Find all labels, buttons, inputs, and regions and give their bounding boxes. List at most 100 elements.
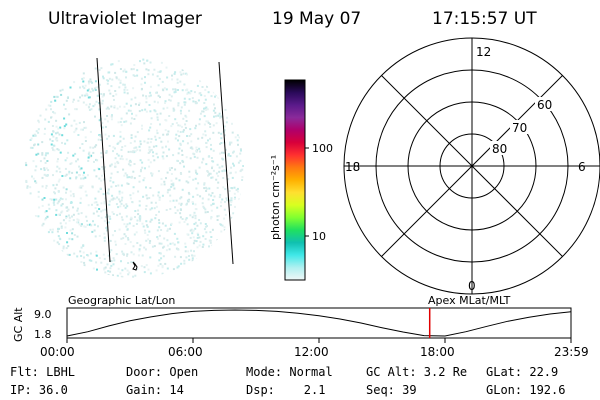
uv-pixel bbox=[105, 107, 108, 110]
uv-pixel bbox=[210, 236, 213, 238]
uv-pixel bbox=[161, 266, 164, 269]
uv-pixel bbox=[123, 233, 126, 236]
uv-pixel bbox=[54, 187, 57, 190]
colorbar: 100 10 photon cm⁻²s⁻¹ bbox=[269, 79, 333, 281]
uv-pixel bbox=[124, 172, 127, 175]
uv-pixel bbox=[210, 204, 213, 207]
uv-pixel bbox=[98, 68, 101, 71]
uv-pixel bbox=[218, 166, 221, 169]
uv-pixel bbox=[148, 129, 151, 132]
uv-pixel bbox=[203, 207, 206, 210]
uv-pixel bbox=[124, 235, 127, 238]
uv-pixel bbox=[153, 245, 156, 248]
uv-pixel bbox=[123, 68, 126, 71]
uv-pixel bbox=[207, 198, 210, 201]
uv-pixel bbox=[95, 158, 97, 161]
uv-pixel bbox=[170, 185, 173, 188]
uv-pixel bbox=[205, 186, 208, 189]
uv-pixel bbox=[74, 129, 77, 132]
uv-pixel bbox=[154, 138, 157, 141]
uv-pixel bbox=[235, 189, 238, 191]
uv-pixel bbox=[186, 142, 189, 145]
uv-pixel bbox=[122, 168, 125, 171]
uv-pixel bbox=[88, 88, 90, 91]
uv-pixel bbox=[172, 199, 175, 202]
uv-pixel bbox=[125, 225, 128, 228]
uv-pixel bbox=[221, 198, 224, 201]
uv-pixel bbox=[62, 219, 65, 222]
uv-pixel bbox=[187, 181, 190, 184]
uv-pixel bbox=[149, 91, 152, 94]
uv-pixel bbox=[105, 227, 108, 229]
status-gc-alt: GC Alt: 3.2 Re bbox=[366, 365, 467, 379]
uv-pixel bbox=[210, 217, 212, 220]
uv-pixel bbox=[86, 254, 89, 256]
uv-pixel bbox=[139, 149, 142, 152]
uv-pixel bbox=[106, 137, 109, 140]
uv-pixel bbox=[109, 176, 112, 179]
uv-pixel bbox=[219, 142, 222, 145]
uv-pixel bbox=[211, 192, 214, 195]
uv-pixel bbox=[195, 171, 197, 174]
uv-pixel bbox=[177, 241, 180, 244]
uv-pixel bbox=[174, 137, 177, 140]
uv-pixel bbox=[52, 135, 55, 138]
uv-pixel bbox=[109, 92, 112, 95]
uv-pixel bbox=[197, 233, 200, 236]
uv-pixel bbox=[81, 143, 84, 145]
mlt-label-6: 6 bbox=[578, 160, 586, 174]
uv-pixel bbox=[190, 133, 193, 136]
uv-pixel bbox=[212, 109, 215, 112]
uv-pixel bbox=[87, 105, 90, 108]
uv-pixel bbox=[109, 164, 112, 167]
uv-pixel bbox=[100, 93, 103, 95]
lat-label-60: 60 bbox=[537, 98, 552, 112]
uv-pixel bbox=[113, 106, 116, 109]
uv-pixel bbox=[111, 63, 114, 66]
uv-pixel bbox=[187, 250, 190, 253]
uv-pixel bbox=[169, 194, 172, 197]
uv-pixel bbox=[153, 100, 156, 103]
uv-pixel bbox=[208, 172, 211, 175]
uv-pixel bbox=[165, 88, 168, 91]
uv-pixel bbox=[127, 237, 129, 239]
uv-pixel bbox=[195, 240, 198, 243]
uv-pixel bbox=[42, 222, 45, 225]
uv-pixel bbox=[141, 109, 144, 112]
uv-pixel bbox=[160, 140, 163, 143]
uv-pixel bbox=[96, 159, 99, 162]
uv-pixel bbox=[203, 123, 206, 126]
uv-pixel bbox=[100, 139, 102, 141]
uv-pixel bbox=[156, 116, 159, 119]
uv-pixel bbox=[236, 190, 239, 193]
uv-pixel bbox=[79, 201, 82, 204]
uv-pixel bbox=[98, 177, 101, 180]
timeline-xtick-4: 23:59 bbox=[554, 345, 589, 359]
uv-pixel bbox=[93, 201, 96, 204]
uv-pixel bbox=[132, 224, 135, 227]
uv-pixel bbox=[151, 174, 154, 177]
uv-pixel bbox=[104, 125, 107, 128]
uv-pixel bbox=[61, 175, 64, 177]
uv-pixel bbox=[100, 67, 103, 70]
uv-pixel bbox=[187, 200, 190, 203]
uv-pixel bbox=[176, 81, 179, 84]
uv-pixel bbox=[159, 112, 162, 115]
uv-pixel bbox=[226, 199, 229, 202]
colorbar-unit-label: photon cm⁻²s⁻¹ bbox=[269, 155, 282, 240]
uv-pixel bbox=[226, 116, 228, 119]
uv-pixel bbox=[162, 246, 164, 249]
uv-pixel bbox=[148, 104, 151, 106]
uv-pixel bbox=[176, 266, 179, 269]
uv-pixel bbox=[211, 176, 214, 179]
uv-pixel bbox=[37, 143, 40, 146]
uv-pixel bbox=[168, 167, 171, 170]
uv-pixel bbox=[138, 180, 141, 183]
uv-pixel bbox=[145, 224, 148, 227]
uv-pixel bbox=[38, 121, 40, 124]
uv-pixel bbox=[79, 146, 81, 149]
uv-pixel bbox=[60, 226, 63, 229]
uv-pixel bbox=[191, 216, 194, 219]
uv-pixel bbox=[201, 246, 204, 248]
uv-pixel bbox=[53, 203, 56, 206]
